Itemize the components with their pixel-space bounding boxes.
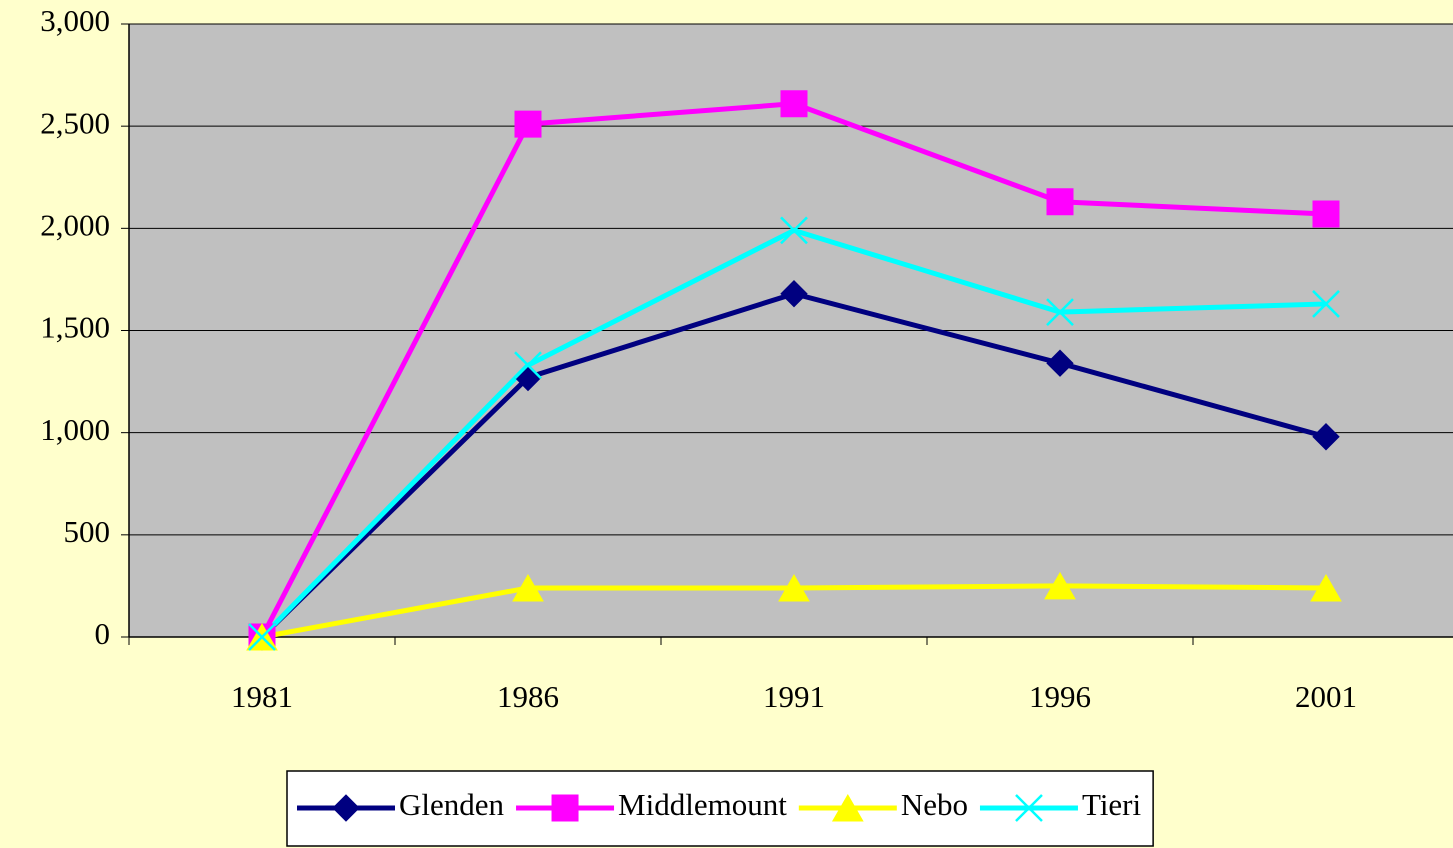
point-marker — [1312, 200, 1340, 228]
point-marker — [1312, 290, 1340, 318]
y-tick-label: 3,000 — [40, 3, 110, 38]
legend: Glenden Middlemount Nebo Tieri — [286, 770, 1154, 847]
legend-label: Middlemount — [618, 787, 787, 822]
point-marker — [1310, 573, 1342, 602]
point-marker — [1046, 298, 1074, 326]
x-tick-label: 1986 — [497, 679, 559, 714]
y-tick-label: 2,500 — [40, 105, 110, 140]
legend-marker — [831, 793, 864, 822]
legend-label: Nebo — [901, 787, 968, 822]
point-marker — [780, 216, 808, 245]
x-tick-label: 1991 — [763, 679, 825, 714]
point-marker — [514, 351, 542, 380]
x-tick-label: 1996 — [1029, 679, 1091, 714]
point-marker — [1046, 349, 1074, 377]
point-marker — [778, 573, 810, 602]
point-marker — [514, 110, 542, 138]
point-marker — [1312, 423, 1340, 451]
y-tick-label: 0 — [95, 616, 111, 651]
y-tick-label: 2,000 — [40, 207, 110, 242]
x-tick-label: 1981 — [231, 679, 293, 714]
legend-marker — [551, 794, 579, 822]
y-tick-label: 1,500 — [40, 310, 110, 345]
y-tick-label: 500 — [64, 514, 111, 549]
legend-marker — [332, 794, 360, 822]
point-marker — [780, 280, 808, 308]
legend-label: Glenden — [399, 787, 505, 822]
point-marker — [248, 623, 276, 651]
point-marker — [512, 573, 544, 602]
point-marker — [1046, 188, 1074, 216]
legend-marker — [1015, 794, 1043, 822]
legend-label: Tieri — [1082, 787, 1142, 822]
x-tick-label: 2001 — [1295, 679, 1357, 714]
y-tick-label: 1,000 — [40, 412, 110, 447]
point-marker — [1044, 571, 1076, 600]
point-marker — [780, 90, 808, 118]
